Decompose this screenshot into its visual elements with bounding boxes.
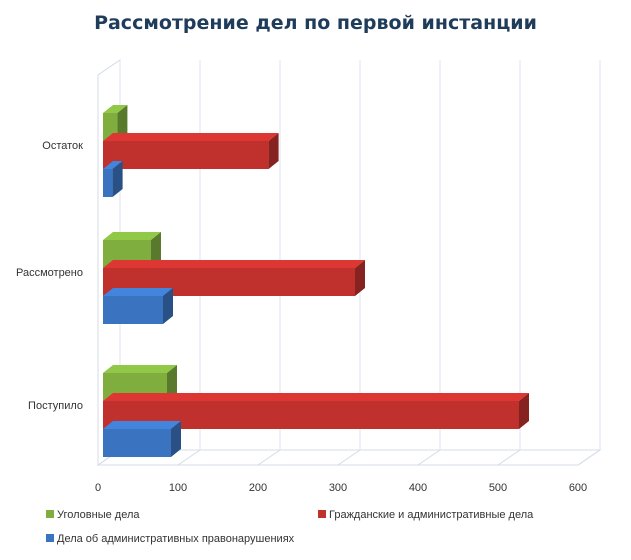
bar-top-face — [103, 365, 177, 373]
grid-line — [417, 449, 441, 466]
bar-top-face — [103, 421, 181, 429]
legend-label: Гражданские и административные дела — [329, 509, 534, 521]
bar-top-face — [103, 393, 529, 401]
bar-top-face — [103, 105, 128, 113]
bar-end-face — [117, 105, 128, 141]
bar-top-face — [103, 161, 123, 169]
grid-line — [257, 449, 281, 466]
grid-line — [177, 449, 201, 466]
grid-line — [337, 449, 361, 466]
x-tick-label: 400 — [409, 482, 427, 494]
bar-end-face — [151, 232, 161, 268]
grid-line — [577, 449, 601, 466]
x-tick-label: 600 — [569, 482, 587, 494]
legend-swatch — [46, 534, 54, 542]
category-label: Поступило — [28, 400, 83, 412]
legend-swatch — [318, 510, 326, 518]
bar — [103, 429, 171, 457]
x-tick-label: 0 — [95, 482, 101, 494]
bar — [103, 169, 113, 197]
bar-end-face — [355, 260, 365, 296]
bar-top-face — [103, 232, 161, 240]
grid-line — [497, 449, 521, 466]
bar — [103, 296, 163, 324]
bar-end-face — [171, 421, 181, 457]
bar-top-face — [103, 260, 365, 268]
chart-title: Рассмотрение дел по первой инстанции — [94, 12, 537, 34]
bar-end-face — [112, 161, 123, 197]
bar-top-face — [103, 288, 173, 296]
legend-label: Дела об административных правонарушениях — [57, 533, 295, 545]
legend-label: Уголовные дела — [57, 509, 140, 521]
legend-swatch — [46, 510, 54, 518]
x-tick-label: 200 — [249, 482, 267, 494]
bar-end-face — [167, 365, 177, 401]
bar-end-face — [163, 288, 173, 324]
bar-top-face — [103, 133, 279, 141]
x-tick-label: 500 — [489, 482, 507, 494]
category-label: Остаток — [42, 140, 83, 152]
category-label: Рассмотрено — [16, 267, 83, 279]
bar — [103, 141, 269, 169]
x-tick-label: 300 — [329, 482, 347, 494]
bar-end-face — [519, 393, 529, 429]
x-tick-label: 100 — [169, 482, 187, 494]
bar-end-face — [268, 133, 279, 169]
